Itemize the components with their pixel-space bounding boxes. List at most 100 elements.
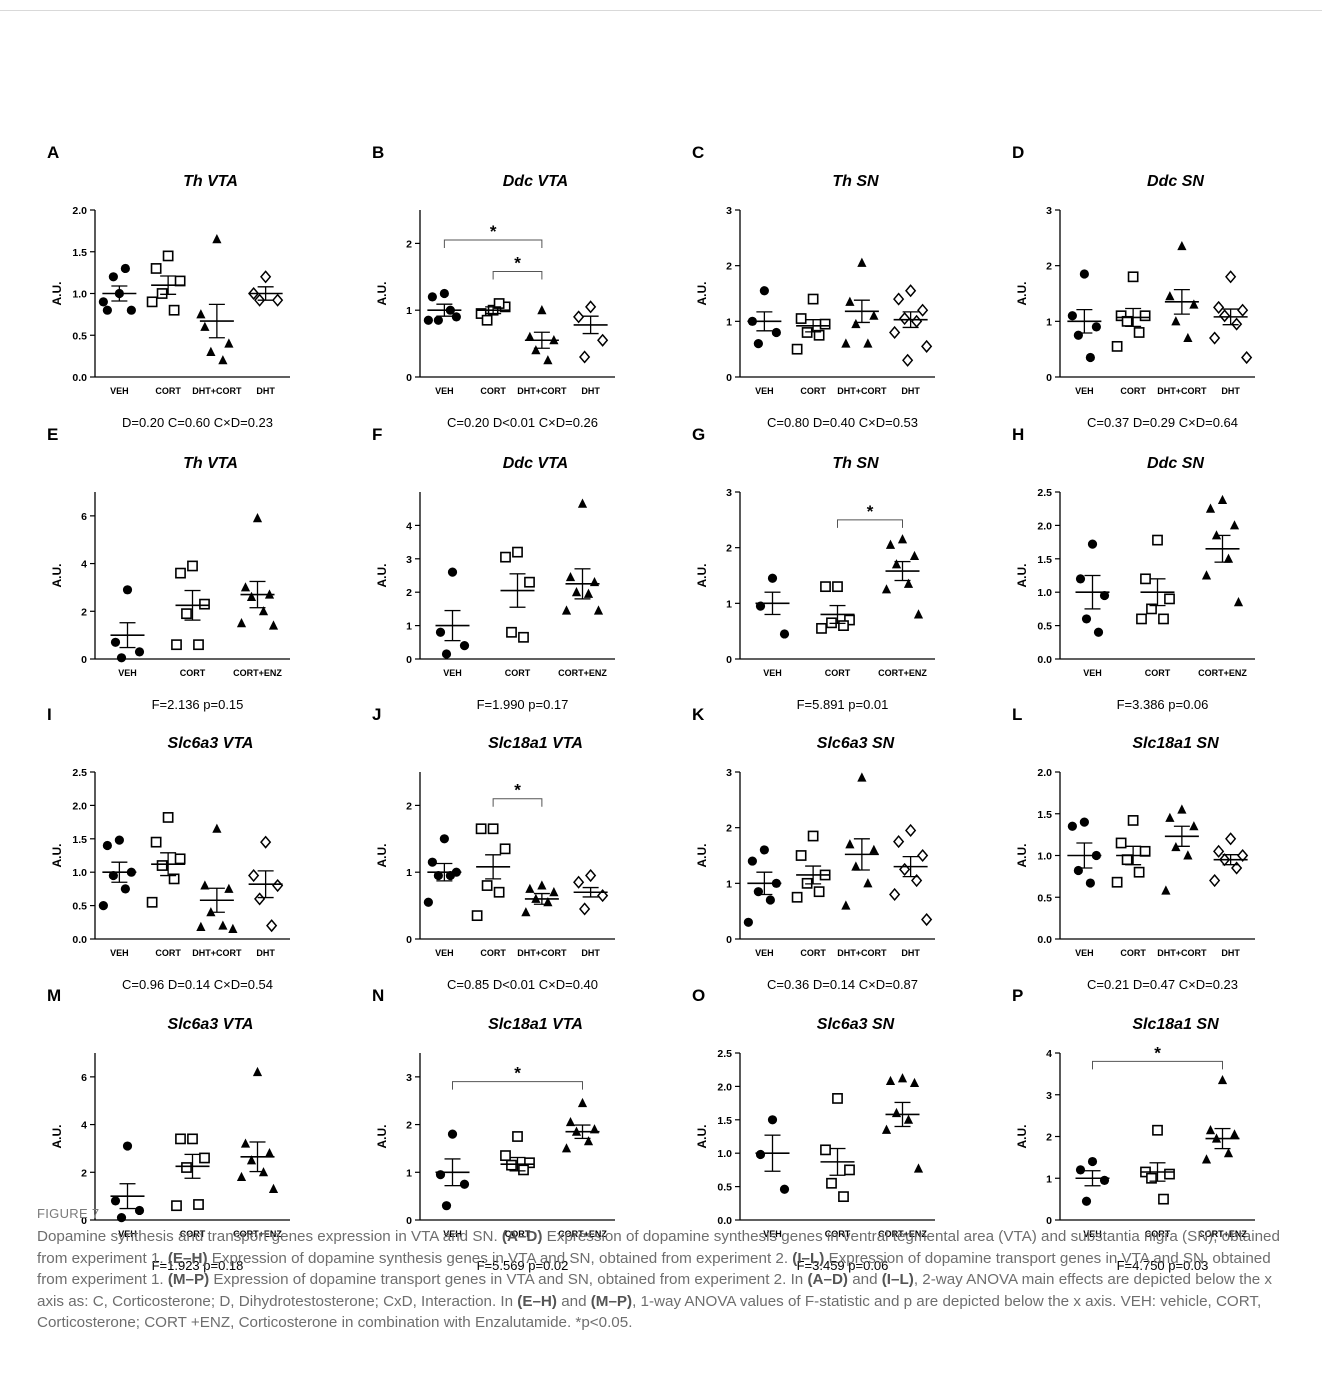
data-point-square	[820, 1144, 831, 1156]
x-category-label: VEH	[443, 668, 462, 678]
data-point-circle	[110, 637, 121, 647]
y-tick-label: 2.5	[72, 767, 87, 779]
data-point-circle	[767, 573, 778, 583]
y-tick-label: 0.5	[1037, 621, 1052, 633]
data-point-triangle	[212, 234, 222, 244]
data-point-circle	[102, 840, 112, 851]
data-point-triangle	[1223, 553, 1234, 563]
data-point-square	[1158, 1193, 1169, 1205]
y-tick-label: 4	[406, 520, 412, 532]
data-point-circle	[427, 292, 437, 302]
data-point-triangle	[246, 1155, 257, 1165]
y-tick-label: 0.5	[717, 1182, 732, 1194]
data-point-square	[813, 329, 825, 341]
data-point-diamond	[1237, 848, 1249, 863]
data-point-circle	[743, 917, 753, 927]
data-point-square	[512, 546, 523, 558]
data-point-triangle	[1161, 885, 1171, 895]
x-category-label: DHT	[256, 948, 275, 958]
x-category-label: DHT+CORT	[1157, 948, 1207, 958]
caption-panel-ref: (I–L)	[881, 1271, 914, 1288]
panel-letter: D	[1012, 143, 1024, 162]
data-point-triangle	[537, 305, 547, 315]
y-tick-label: 0	[406, 372, 412, 384]
data-point-circle	[765, 895, 775, 905]
data-point-circle	[1073, 865, 1083, 876]
data-point-square	[518, 631, 529, 643]
data-point-square	[493, 298, 505, 309]
data-point-triangle	[903, 578, 914, 588]
data-point-triangle	[218, 920, 228, 930]
caption-panel-ref: (E–H)	[517, 1292, 557, 1310]
significance-star: *	[1154, 1043, 1161, 1062]
y-tick-label: 2.0	[1037, 520, 1052, 532]
data-point-triangle	[264, 1148, 275, 1158]
panel-title: Slc18a1 VTA	[488, 735, 583, 752]
significance-bracket	[443, 239, 543, 249]
significance-star: *	[514, 1064, 521, 1083]
data-point-diamond	[573, 310, 585, 324]
data-point-circle	[779, 1184, 790, 1194]
panel-h: H Ddc SN 0.0 0.5 1.0 1.5 2.0 2.5 A.U. VEH CORT CORT…	[1012, 425, 1255, 712]
x-category-label: CORT	[825, 668, 851, 678]
y-axis-label: A.U.	[375, 564, 389, 588]
y-tick-label: 2	[406, 238, 412, 250]
y-tick-label: 1	[726, 598, 732, 610]
data-point-triangle	[543, 355, 553, 365]
data-point-circle	[122, 585, 133, 595]
y-tick-label: 2	[406, 1120, 412, 1132]
x-category-label: VEH	[763, 668, 782, 678]
data-point-triangle	[268, 620, 279, 630]
data-point-triangle	[1205, 503, 1216, 513]
significance-bracket	[1092, 1060, 1223, 1070]
data-point-circle	[435, 627, 446, 637]
data-point-diamond	[260, 270, 272, 284]
data-point-triangle	[258, 606, 269, 616]
data-point-circle	[439, 288, 449, 299]
data-point-circle	[423, 897, 433, 907]
data-point-square	[844, 1164, 855, 1176]
data-point-square	[820, 581, 831, 593]
caption-text-part: Expression of dopamine transport genes i…	[37, 1249, 1271, 1289]
panel-letter: E	[47, 425, 58, 444]
data-point-square	[475, 823, 487, 835]
data-point-circle	[134, 1205, 145, 1216]
data-point-circle	[1075, 1165, 1086, 1175]
x-category-label: CORT	[505, 668, 531, 678]
y-tick-label: 1	[406, 305, 412, 317]
data-point-diamond	[248, 868, 260, 883]
y-tick-label: 0	[81, 654, 87, 666]
y-tick-label: 2.0	[72, 205, 87, 217]
data-point-triangle	[1171, 316, 1181, 326]
caption-panel-ref: (M–P)	[167, 1271, 210, 1288]
data-point-square	[1164, 593, 1175, 605]
data-point-triangle	[909, 550, 920, 561]
data-point-circle	[1099, 1175, 1110, 1185]
data-point-diamond	[585, 868, 597, 883]
x-category-label: CORT+ENZ	[1198, 668, 1247, 678]
panel-title: Slc6a3 SN	[817, 1016, 895, 1033]
data-point-circle	[423, 315, 433, 325]
data-point-diamond	[889, 325, 901, 340]
data-point-triangle	[1189, 299, 1199, 309]
y-tick-label: 1.5	[1037, 809, 1052, 821]
x-category-label: CORT+ENZ	[558, 668, 607, 678]
data-point-triangle	[224, 883, 234, 893]
data-point-square	[1121, 854, 1133, 866]
x-category-label: DHT	[581, 948, 600, 958]
y-tick-label: 4	[1046, 1048, 1052, 1060]
data-point-square	[1152, 534, 1163, 546]
panel-title: Slc18a1 VTA	[488, 1016, 583, 1033]
x-category-label: DHT	[1221, 386, 1240, 396]
x-category-label: CORT	[155, 948, 181, 958]
y-tick-label: 3	[726, 487, 732, 499]
y-tick-label: 0.5	[72, 901, 87, 913]
data-point-square	[838, 620, 849, 631]
y-tick-label: 2	[726, 543, 732, 555]
data-point-diamond	[1231, 861, 1243, 875]
data-point-square	[199, 1152, 210, 1164]
data-point-square	[193, 639, 204, 651]
data-point-circle	[759, 286, 769, 296]
data-point-circle	[1087, 1156, 1098, 1167]
data-point-square	[146, 296, 158, 308]
